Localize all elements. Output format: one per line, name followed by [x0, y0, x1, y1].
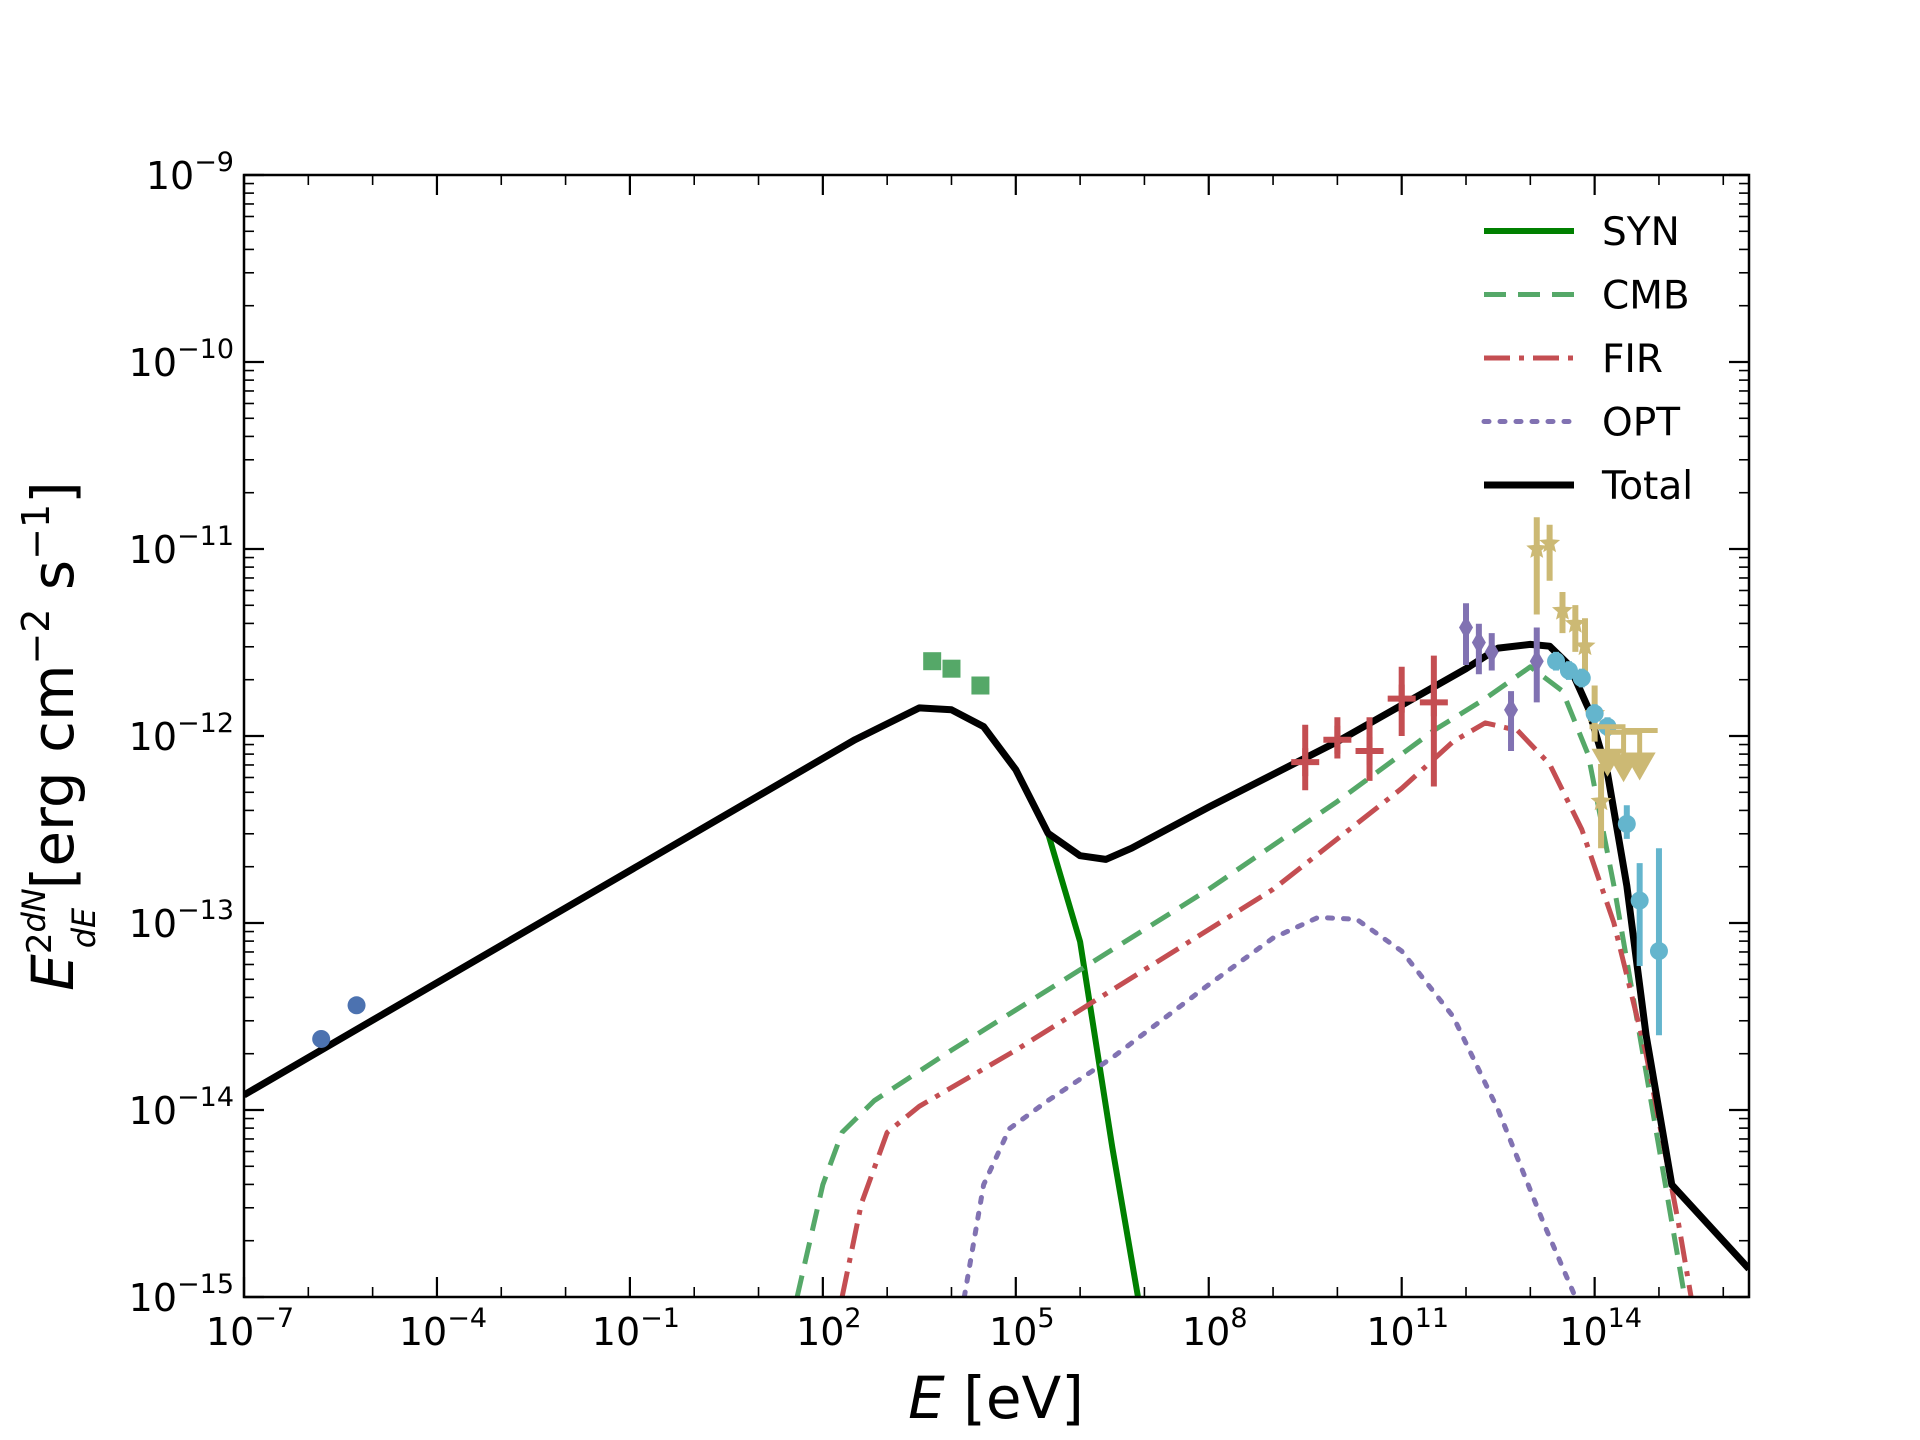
legend-label-total: Total	[1601, 464, 1693, 509]
data-point-circle	[1630, 891, 1649, 910]
y-tick-label: 10−14	[129, 1082, 234, 1133]
y-axis-unit: [erg cm	[19, 665, 87, 908]
x-tick-base: 10	[399, 1310, 447, 1354]
x-tick-label: 108	[1182, 1303, 1248, 1354]
y-tick-label: 10−11	[129, 521, 234, 572]
y-axis-unit-sup2: −1	[14, 504, 58, 560]
data-point-square	[971, 676, 990, 695]
data-point-circle	[1649, 942, 1668, 961]
x-tick-exp: 2	[844, 1303, 861, 1334]
x-tick-base: 10	[1366, 1310, 1414, 1354]
data-point-star	[1574, 635, 1596, 656]
y-tick-label: 10−10	[129, 334, 234, 385]
data-points-layer	[312, 517, 1668, 1048]
data-point-circle	[1572, 669, 1591, 688]
y-tick-base: 10	[129, 1276, 177, 1320]
x-tick-label: 1011	[1366, 1303, 1449, 1354]
x-tick-label: 105	[989, 1303, 1055, 1354]
y-tick-base: 10	[129, 528, 177, 572]
y-axis-fraction-num: dN	[15, 888, 53, 932]
x-tick-exp: −7	[254, 1303, 294, 1334]
y-tick-base: 10	[129, 902, 177, 946]
y-axis-unit-mid: s	[19, 560, 87, 609]
series-line-opt	[961, 914, 1578, 1297]
y-tick-base: 10	[146, 154, 194, 198]
data-point-diamond	[1529, 649, 1544, 674]
data-point-circle	[312, 1029, 331, 1048]
y-tick-label: 10−15	[129, 1269, 234, 1320]
minor-ticks	[244, 175, 1749, 1297]
y-tick-exp: −10	[177, 334, 234, 365]
x-tick-base: 10	[206, 1310, 254, 1354]
x-tick-exp: 5	[1037, 1303, 1054, 1334]
data-point-square	[942, 659, 961, 678]
x-tick-label: 102	[796, 1303, 862, 1354]
x-tick-base: 10	[1559, 1310, 1607, 1354]
x-tick-label: 10−4	[399, 1303, 487, 1354]
plot-frame	[242, 173, 1751, 1299]
x-tick-exp: −4	[447, 1303, 487, 1334]
data-point-star	[1590, 790, 1612, 811]
x-tick-base: 10	[1182, 1310, 1230, 1354]
series-line-fir	[839, 720, 1694, 1297]
series-line-total	[244, 640, 1749, 1272]
y-tick-label: 10−12	[129, 708, 234, 759]
legend-label-opt: OPT	[1602, 401, 1680, 446]
y-axis-unit-end: ]	[19, 481, 87, 504]
data-point-diamond	[1459, 615, 1474, 640]
x-tick-base: 10	[989, 1310, 1037, 1354]
data-point-circle	[1617, 814, 1636, 833]
legend-label-cmb: CMB	[1602, 274, 1690, 319]
y-tick-exp: −15	[177, 1269, 234, 1300]
data-point-diamond	[1484, 639, 1499, 664]
data-point-circle	[1547, 652, 1566, 671]
x-tick-exp: 8	[1230, 1303, 1247, 1334]
data-point-diamond	[1471, 630, 1486, 655]
x-tick-labels: 10−7 10−4 10−1 102 105 108 1011 1014	[206, 1303, 1642, 1354]
data-point-square	[923, 652, 942, 671]
y-tick-exp: −11	[177, 521, 234, 552]
x-tick-exp: −1	[640, 1303, 680, 1334]
y-tick-exp: −14	[177, 1082, 234, 1113]
y-axis-fraction-den: dE	[65, 907, 103, 948]
legend-label-fir: FIR	[1602, 337, 1663, 382]
x-tick-base: 10	[796, 1310, 844, 1354]
data-point-star	[1526, 538, 1548, 558]
y-tick-base: 10	[129, 1089, 177, 1133]
data-point-circle	[347, 996, 366, 1015]
y-tick-base: 10	[129, 341, 177, 385]
y-tick-label: 10−9	[146, 147, 234, 198]
y-axis-prefix: E	[19, 954, 87, 991]
x-tick-base: 10	[592, 1310, 640, 1354]
y-axis-label: E2dN dE [erg cm−2 s−1]	[14, 481, 103, 991]
legend-label-syn: SYN	[1602, 210, 1680, 255]
x-axis-unit: [eV]	[945, 1364, 1084, 1432]
data-point-diamond	[1504, 697, 1519, 722]
y-axis-unit-sup1: −2	[14, 609, 58, 665]
x-tick-label: 10−1	[592, 1303, 680, 1354]
y-tick-exp: −13	[177, 895, 234, 926]
y-tick-base: 10	[129, 715, 177, 759]
y-axis-prefix-sup: 2	[20, 933, 60, 955]
y-tick-exp: −12	[177, 708, 234, 739]
upper-limit-arrow	[1623, 752, 1656, 781]
x-tick-exp: 11	[1415, 1303, 1449, 1334]
data-point-star	[1564, 612, 1586, 633]
x-tick-label: 1014	[1559, 1303, 1642, 1354]
x-axis-label: E [eV]	[908, 1364, 1084, 1432]
data-point-circle	[1585, 704, 1604, 723]
legend: SYN CMB FIR OPT Total	[1481, 210, 1693, 509]
x-tick-label: 10−7	[206, 1303, 294, 1354]
data-point-star	[1552, 599, 1573, 620]
y-tick-exp: −9	[194, 147, 234, 178]
y-tick-label: 10−13	[129, 895, 234, 946]
x-axis-var: E	[908, 1364, 945, 1432]
data-point-star	[1539, 532, 1561, 553]
x-tick-exp: 14	[1608, 1303, 1642, 1334]
